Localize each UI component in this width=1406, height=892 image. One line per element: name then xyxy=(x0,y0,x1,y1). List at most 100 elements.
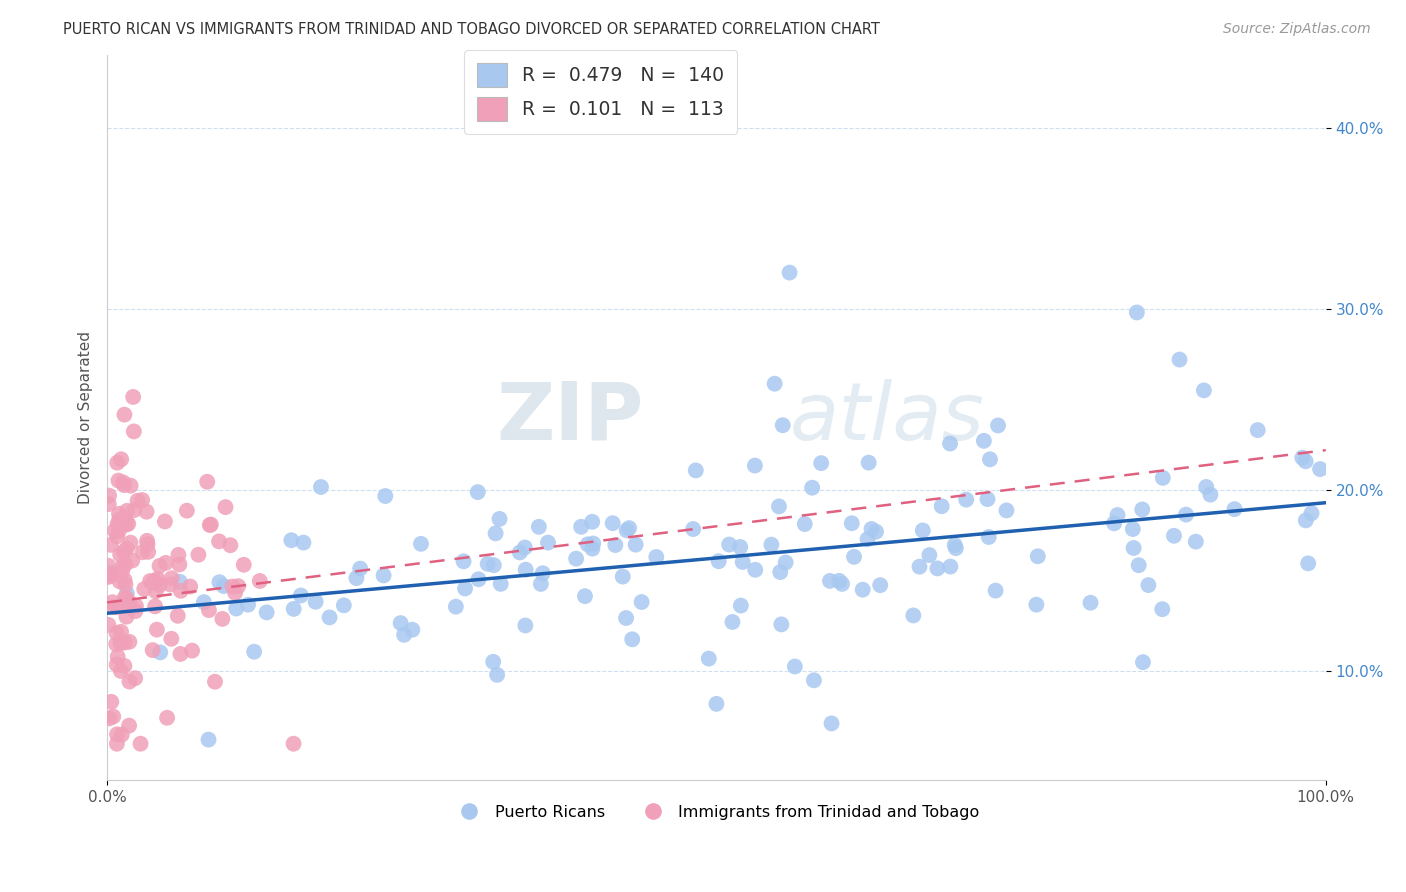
Point xyxy=(135,505,157,519)
Point xyxy=(706,697,728,711)
Point xyxy=(105,637,128,651)
Point xyxy=(612,569,634,583)
Y-axis label: Divorced or Separated: Divorced or Separated xyxy=(79,331,93,504)
Point xyxy=(112,544,135,558)
Point xyxy=(869,578,891,592)
Point xyxy=(389,616,412,631)
Point xyxy=(582,536,605,550)
Point xyxy=(97,558,120,573)
Point xyxy=(1107,508,1129,522)
Point xyxy=(118,674,141,689)
Point xyxy=(1163,529,1185,543)
Point xyxy=(115,541,138,556)
Point xyxy=(198,603,221,617)
Point xyxy=(120,478,142,492)
Point xyxy=(682,522,704,536)
Point xyxy=(979,452,1001,467)
Point xyxy=(159,577,181,591)
Point xyxy=(488,512,510,526)
Point xyxy=(621,632,644,647)
Point xyxy=(856,533,879,547)
Point xyxy=(513,541,536,555)
Point xyxy=(115,504,138,518)
Point xyxy=(195,475,218,489)
Point xyxy=(721,615,744,629)
Point xyxy=(97,618,120,632)
Legend: Puerto Ricans, Immigrants from Trinidad and Tobago: Puerto Ricans, Immigrants from Trinidad … xyxy=(447,798,986,826)
Point xyxy=(142,575,165,590)
Point xyxy=(136,533,159,548)
Point xyxy=(145,584,167,599)
Point xyxy=(100,538,122,552)
Point xyxy=(1137,578,1160,592)
Point xyxy=(842,549,865,564)
Point xyxy=(236,598,259,612)
Point xyxy=(973,434,995,448)
Point xyxy=(212,579,235,593)
Point xyxy=(527,520,550,534)
Point xyxy=(761,538,783,552)
Point xyxy=(187,548,209,562)
Point xyxy=(115,597,138,611)
Point xyxy=(482,655,505,669)
Point xyxy=(918,548,941,562)
Point xyxy=(98,711,121,725)
Point xyxy=(707,554,730,568)
Point xyxy=(908,559,931,574)
Point xyxy=(104,524,127,538)
Point xyxy=(156,711,179,725)
Point xyxy=(121,553,143,567)
Point xyxy=(1130,502,1153,516)
Point xyxy=(828,574,851,588)
Point xyxy=(200,517,222,532)
Point xyxy=(208,575,231,590)
Point xyxy=(1247,423,1270,437)
Point xyxy=(103,600,125,615)
Point xyxy=(146,572,169,586)
Point xyxy=(114,558,136,572)
Point xyxy=(105,626,128,640)
Point xyxy=(114,573,136,587)
Point xyxy=(114,635,136,649)
Point xyxy=(373,568,395,582)
Point xyxy=(160,632,183,646)
Point xyxy=(131,493,153,508)
Point xyxy=(153,515,176,529)
Point xyxy=(489,577,512,591)
Point xyxy=(939,436,962,450)
Point xyxy=(744,563,766,577)
Point xyxy=(232,558,254,572)
Point xyxy=(160,571,183,585)
Point xyxy=(818,574,841,588)
Point xyxy=(803,673,825,688)
Point xyxy=(1295,513,1317,527)
Point xyxy=(931,499,953,513)
Point xyxy=(208,534,231,549)
Text: ZIP: ZIP xyxy=(496,378,644,457)
Point xyxy=(131,545,153,559)
Point xyxy=(111,728,134,742)
Point xyxy=(1291,450,1313,465)
Point xyxy=(134,582,156,596)
Point xyxy=(169,558,191,572)
Point xyxy=(115,591,138,605)
Point xyxy=(226,579,249,593)
Point xyxy=(110,452,132,467)
Point xyxy=(105,657,128,672)
Point xyxy=(193,595,215,609)
Point xyxy=(136,537,159,551)
Point xyxy=(515,563,537,577)
Point xyxy=(142,643,165,657)
Point xyxy=(531,566,554,581)
Point xyxy=(793,516,815,531)
Point xyxy=(1192,384,1215,398)
Point xyxy=(779,266,801,280)
Point xyxy=(1301,506,1323,520)
Point xyxy=(1122,541,1144,555)
Point xyxy=(309,480,332,494)
Point xyxy=(169,647,191,661)
Point xyxy=(204,674,226,689)
Point xyxy=(1026,549,1049,564)
Point xyxy=(401,623,423,637)
Point xyxy=(114,514,136,528)
